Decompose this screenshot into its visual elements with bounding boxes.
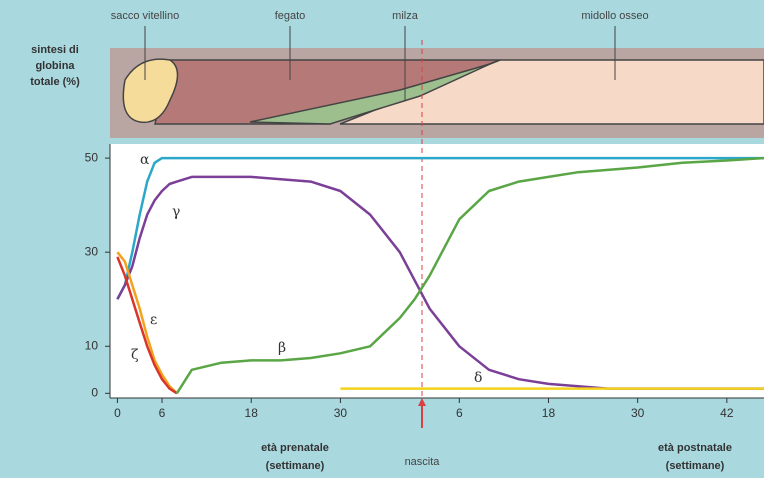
y-tick-label: 10	[85, 338, 99, 352]
plot-area	[110, 144, 764, 398]
chart: sacco vitellino fegato milza midollo oss…	[0, 0, 764, 478]
x-tick-label: 18	[245, 406, 259, 420]
x-axis-label: (settimane)	[266, 460, 325, 472]
x-tick-label: 42	[720, 406, 734, 420]
birth-label: nascita	[405, 456, 441, 468]
series-label: ε	[150, 312, 157, 328]
x-tick-label: 0	[114, 406, 121, 420]
y-tick-label: 30	[85, 244, 99, 258]
series-label: β	[278, 340, 286, 356]
x-tick-label: 6	[159, 406, 166, 420]
series-label: δ	[474, 370, 482, 386]
y-tick-label: 0	[91, 385, 98, 399]
x-axis-label: età prenatale	[261, 442, 329, 454]
x-tick-label: 30	[334, 406, 348, 420]
x-tick-label: 6	[456, 406, 463, 420]
y-axis-label: globina	[35, 60, 75, 72]
y-tick-label: 50	[85, 150, 99, 164]
organ-label: milza	[392, 10, 419, 22]
x-axis-label: età postnatale	[658, 442, 732, 454]
x-tick-label: 18	[542, 406, 556, 420]
series-label: α	[140, 152, 150, 168]
x-tick-label: 30	[631, 406, 645, 420]
organ-label: fegato	[275, 10, 306, 22]
series-label: γ	[172, 204, 180, 220]
y-axis-label: sintesi di	[31, 44, 79, 56]
y-axis-label: totale (%)	[30, 76, 80, 88]
organ-label: sacco vitellino	[111, 10, 179, 22]
birth-arrow	[418, 398, 426, 406]
series-label: ζ	[131, 347, 139, 363]
organ-label: midollo osseo	[581, 10, 648, 22]
x-axis-label: (settimane)	[666, 460, 725, 472]
